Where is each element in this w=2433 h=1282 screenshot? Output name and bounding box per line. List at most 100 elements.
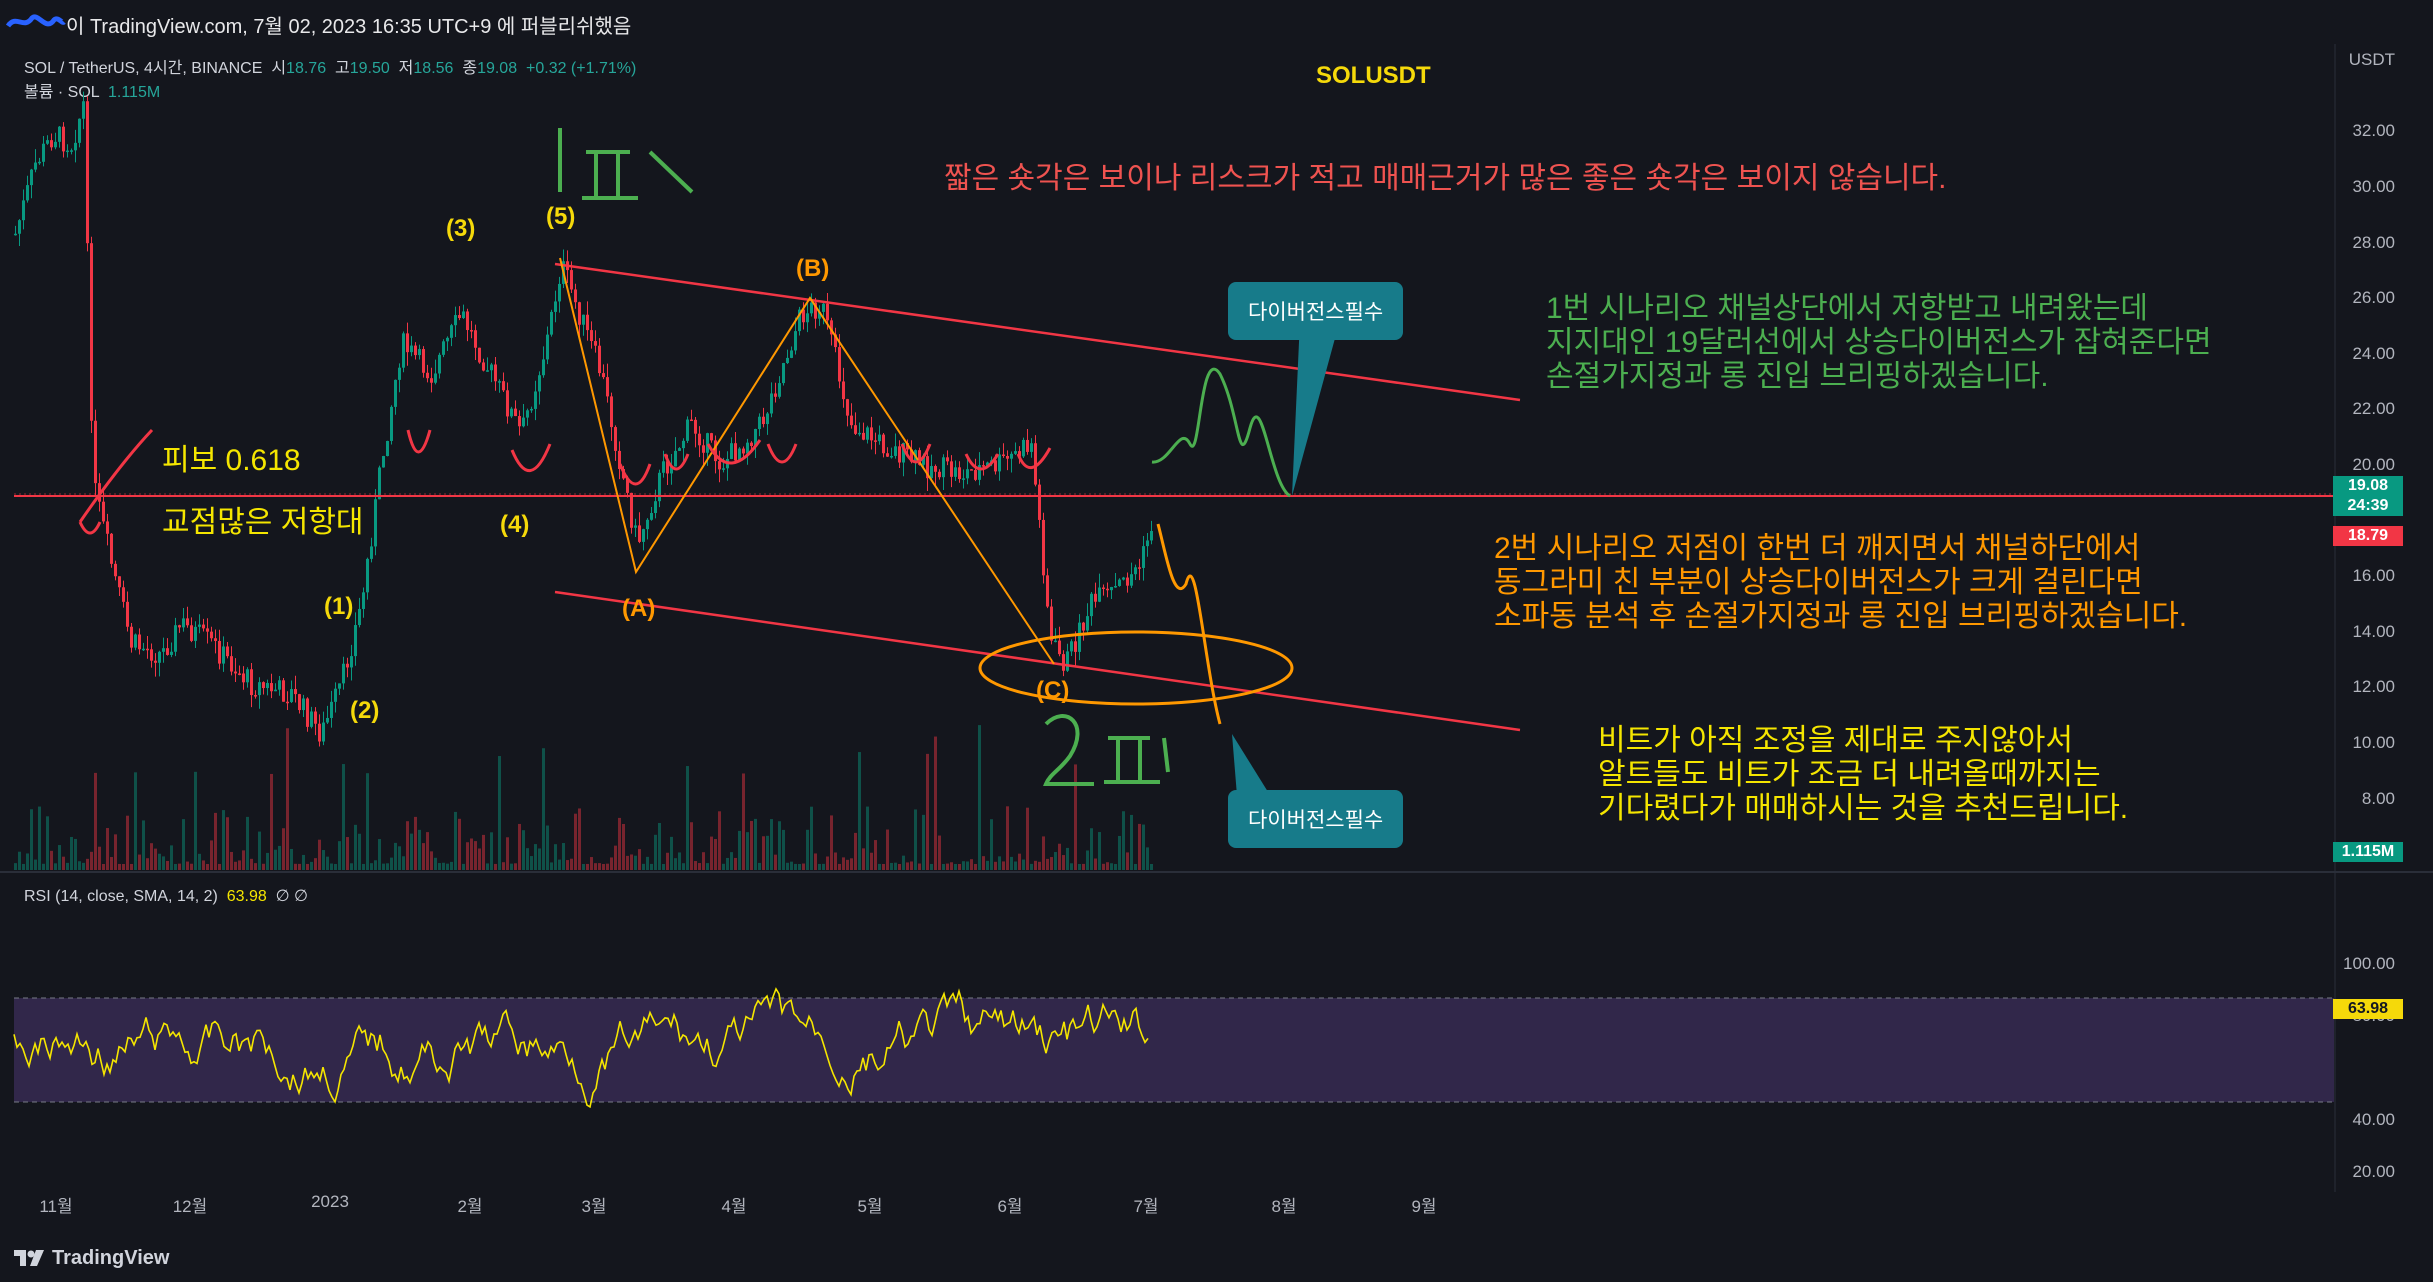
callout-divergence-top[interactable]: 다이버전스필수: [1228, 282, 1404, 340]
advice-line1: 비트가 아직 조정을 제대로 주지않아서: [1598, 724, 2073, 757]
candle-body: [666, 461, 669, 474]
volume-bar: [374, 860, 377, 870]
candlestick-series[interactable]: [14, 91, 1153, 747]
tradingview-footer[interactable]: TradingView: [14, 1240, 169, 1276]
candle-body: [1050, 606, 1053, 641]
date-tick: 3월: [581, 1197, 607, 1216]
candle-body: [826, 303, 829, 321]
chart-area[interactable]: SOL / TetherUS, 4시간, BINANCE 시18.76 고19.…: [0, 44, 2433, 1282]
tradingview-brand-text: TradingView: [52, 1246, 170, 1269]
candle-body: [702, 445, 705, 453]
volume-bar: [394, 842, 397, 870]
volume-legend[interactable]: 볼륨 · SOL 1.115M: [24, 78, 160, 102]
candle-body: [654, 501, 657, 514]
volume-bar: [654, 834, 657, 870]
candle-body: [254, 695, 257, 697]
candle-body: [474, 330, 477, 348]
candle-body: [870, 427, 873, 441]
volume-bar: [846, 859, 849, 870]
volume-bar: [1018, 853, 1021, 870]
volume-bar: [1114, 863, 1117, 870]
date-axis[interactable]: 11월 12월 2023 2월 3월 4월 5월 6월 7월 8월 9월: [14, 1192, 2334, 1222]
candle-body: [54, 141, 57, 148]
volume-bar: [690, 822, 693, 870]
volume-bar: [14, 863, 17, 870]
volume-bar: [438, 863, 441, 870]
rsi-legend[interactable]: RSI (14, close, SMA, 14, 2) 63.98 ∅ ∅: [24, 886, 308, 906]
low-value: 18.56: [413, 60, 454, 77]
candle-body: [318, 723, 321, 742]
volume-bar: [1106, 862, 1109, 870]
rsi-axis[interactable]: 100.00 80.00 40.00 20.00: [2335, 874, 2433, 1192]
volume-bar: [618, 817, 621, 870]
candle-body: [378, 467, 381, 500]
volume-bar: [822, 863, 825, 870]
volume-bar: [1050, 857, 1053, 870]
volume-bar: [390, 857, 393, 870]
candle-body: [342, 663, 345, 684]
volume-bar: [290, 848, 293, 870]
volume-bar: [18, 851, 21, 870]
candle-body: [50, 140, 53, 148]
chart-drawing-surface[interactable]: [0, 44, 2433, 1282]
volume-bar: [786, 862, 789, 870]
price-axis[interactable]: USDT 32.00 30.00 28.00 26.00 24.00 22.00…: [2335, 44, 2433, 870]
volume-bar: [642, 863, 645, 870]
publish-header: 이 TradingView.com, 7월 02, 2023 16:35 UTC…: [0, 0, 2433, 44]
volume-bar: [82, 862, 85, 870]
volume-bar: [94, 772, 97, 870]
abc-correction-zigzag[interactable]: [559, 257, 1055, 665]
candle-body: [986, 462, 989, 467]
candle-body: [786, 357, 789, 364]
rsi-line[interactable]: [13, 987, 1149, 1109]
callout-divergence-bottom[interactable]: 다이버전스필수: [1228, 790, 1404, 848]
volume-bar: [1026, 807, 1029, 870]
symbol-legend[interactable]: SOL / TetherUS, 4시간, BINANCE 시18.76 고19.…: [24, 54, 636, 78]
volume-bar: [366, 773, 369, 870]
volume-bar: [422, 843, 425, 870]
volume-bar: [186, 861, 189, 870]
candle-body: [534, 391, 537, 409]
candle-body: [330, 701, 333, 718]
volume-bar: [870, 852, 873, 870]
candle-body: [578, 302, 581, 325]
candle-body: [690, 419, 693, 422]
volume-bar: [214, 812, 217, 870]
candle-body: [1086, 616, 1089, 631]
candle-body: [962, 478, 965, 480]
candle-body: [370, 546, 373, 559]
candle-body: [86, 101, 89, 244]
volume-bar: [798, 863, 801, 870]
candle-body: [282, 680, 285, 702]
candle-body: [994, 460, 997, 472]
candle-body: [1046, 575, 1049, 607]
volume-bar: [210, 840, 213, 870]
volume-bar: [134, 772, 137, 870]
volume-bar: [114, 834, 117, 870]
candle-body: [274, 689, 277, 692]
candle-body: [46, 140, 49, 144]
channel-lower-line[interactable]: [554, 590, 1521, 732]
volume-bar: [782, 829, 785, 870]
volume-bar: [862, 848, 865, 870]
candle-body: [554, 301, 557, 312]
candle-body: [1038, 484, 1041, 520]
candle-body: [238, 673, 241, 675]
volume-bar: [1034, 860, 1037, 870]
symbol-name[interactable]: SOL / TetherUS, 4시간, BINANCE: [24, 60, 263, 77]
change-value: +0.32 (+1.71%): [526, 60, 637, 77]
candle-body: [446, 337, 449, 342]
candle-body: [314, 711, 317, 724]
volume-bar: [330, 863, 333, 870]
candle-body: [78, 118, 81, 143]
volume-bar: [154, 848, 157, 870]
volume-bar: [582, 863, 585, 870]
candle-body: [642, 529, 645, 542]
volume-bar: [418, 829, 421, 870]
scenario1-line2: 지지대인 19달러선에서 상승다이버전스가 잡혀준다면: [1546, 326, 2212, 359]
divergence-target-ellipse[interactable]: [978, 630, 1294, 706]
volume-bar: [282, 828, 285, 870]
candle-body: [730, 443, 733, 459]
channel-upper-line[interactable]: [554, 262, 1521, 402]
price-tick: 10.00: [2352, 733, 2395, 752]
